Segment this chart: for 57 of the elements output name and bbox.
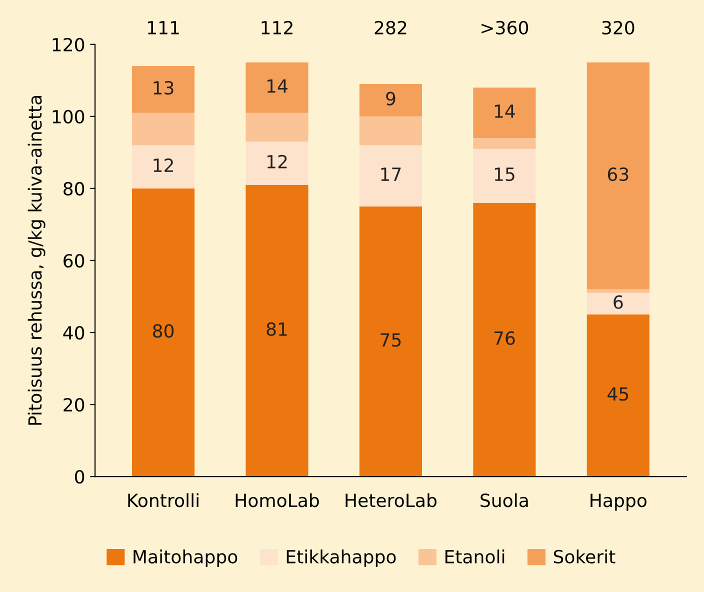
bar bbox=[586, 292, 650, 314]
x-tick-label: HomoLab bbox=[236, 493, 319, 508]
bar bbox=[473, 202, 536, 477]
bar bbox=[246, 112, 308, 142]
data-label: 9 bbox=[386, 92, 396, 106]
x-tick-label: HeteroLab bbox=[346, 493, 436, 508]
y-tick-label: 100 bbox=[52, 110, 84, 124]
x-tick-label: Happo bbox=[590, 494, 646, 511]
text: 112 bbox=[262, 20, 292, 34]
bar bbox=[132, 66, 195, 113]
data-label: 80 bbox=[153, 324, 174, 338]
data-label: 14 bbox=[494, 104, 515, 118]
bar bbox=[586, 62, 650, 290]
y-tick-label: 40 bbox=[63, 326, 84, 340]
bar bbox=[132, 188, 195, 477]
data-label: 63 bbox=[608, 167, 628, 182]
data-label: 76 bbox=[494, 331, 515, 345]
bar bbox=[359, 145, 422, 206]
bar bbox=[132, 145, 195, 188]
text: 320 bbox=[602, 20, 634, 35]
bar bbox=[246, 62, 308, 113]
bar bbox=[359, 206, 422, 477]
y-tick-label: 60 bbox=[64, 254, 84, 268]
bar bbox=[473, 138, 536, 149]
bar bbox=[359, 84, 422, 116]
bar bbox=[473, 88, 536, 138]
data-label: 17 bbox=[381, 168, 401, 181]
data-label: 15 bbox=[494, 168, 514, 182]
y-tick-label: 80 bbox=[64, 182, 84, 196]
data-label: 14 bbox=[267, 79, 288, 93]
legend-label: Sokerit bbox=[554, 550, 616, 564]
data-label: 6 bbox=[614, 295, 623, 309]
bar bbox=[473, 148, 536, 203]
x-tick-label: Kontrolli bbox=[128, 493, 198, 508]
data-label: 12 bbox=[267, 154, 287, 168]
bar bbox=[246, 184, 308, 477]
legend-label: Maitohappo bbox=[134, 550, 238, 568]
x-tick-label: Suola bbox=[480, 493, 528, 508]
data-label: 81 bbox=[266, 322, 287, 336]
data-label: 45 bbox=[608, 387, 628, 401]
bar bbox=[586, 314, 650, 477]
text: >360 bbox=[482, 20, 528, 35]
data-label: 12 bbox=[154, 158, 173, 172]
legend-label: Etanoli bbox=[445, 550, 504, 564]
text: 111 bbox=[148, 21, 179, 34]
y-tick-label: 20 bbox=[64, 398, 84, 412]
bar bbox=[132, 112, 195, 146]
bar bbox=[359, 116, 422, 146]
data-label: 13 bbox=[154, 81, 174, 95]
bar bbox=[246, 142, 308, 185]
bar bbox=[586, 289, 650, 293]
y-tick-label: 120 bbox=[52, 38, 84, 52]
y-tick-label: 0 bbox=[75, 470, 84, 484]
data-label: 75 bbox=[380, 333, 401, 347]
text: 282 bbox=[374, 20, 406, 35]
y-axis-title: Pitoisuus rehussa, g/kg kuiva-ainetta bbox=[28, 96, 46, 425]
legend-label: Etikkahappo bbox=[286, 550, 396, 568]
